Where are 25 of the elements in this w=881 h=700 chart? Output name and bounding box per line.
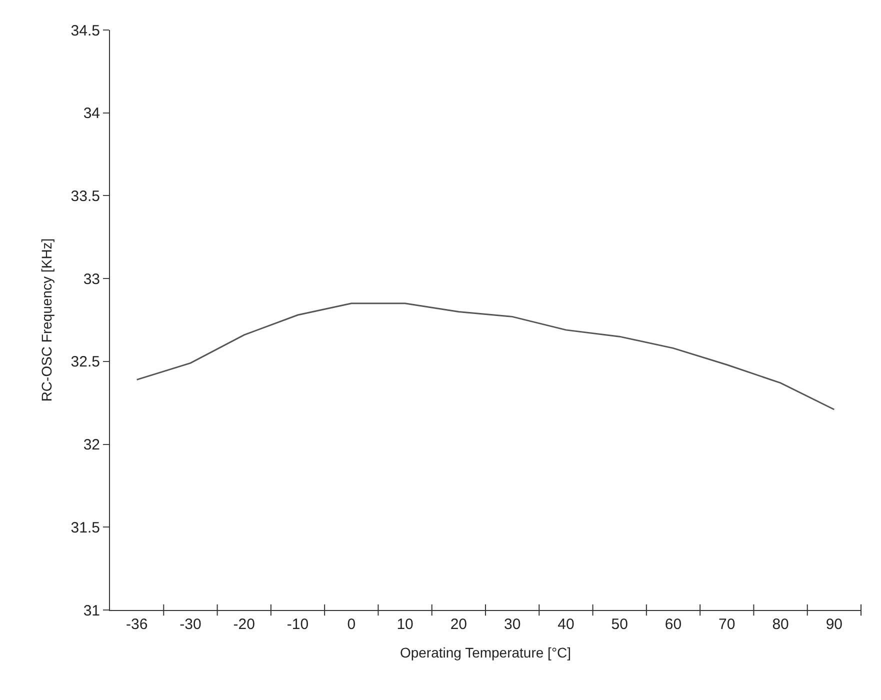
y-tick-label: 34.5 xyxy=(70,22,100,40)
y-tick-label: 32 xyxy=(83,436,100,454)
x-tick-label: 80 xyxy=(772,616,789,633)
x-tick-label: 30 xyxy=(504,616,521,633)
x-tick-label: -30 xyxy=(180,616,202,633)
y-axis-title: RC-OSC Frequency [KHz] xyxy=(38,238,54,402)
y-tick-label: 31 xyxy=(83,602,100,620)
x-tick-label: 0 xyxy=(347,616,356,633)
x-tick-label: 90 xyxy=(826,616,843,633)
line-series xyxy=(136,302,835,410)
x-tick-label: 20 xyxy=(450,616,468,633)
x-tick-label: 50 xyxy=(611,616,628,633)
x-tick-label: 10 xyxy=(396,616,414,633)
x-tick-label: -36 xyxy=(126,616,148,633)
x-tick-label: 60 xyxy=(664,616,682,633)
y-tick-label: 34 xyxy=(83,105,100,122)
y-tick-label: 31.5 xyxy=(70,519,100,536)
y-tick-label: 33 xyxy=(83,270,100,288)
x-axis-title: Operating Temperature [°C] xyxy=(400,644,572,660)
x-tick-label: 40 xyxy=(558,616,574,633)
x-tick-label: -20 xyxy=(233,616,255,633)
x-tick-label: -10 xyxy=(286,616,309,633)
y-tick-label: 33.5 xyxy=(70,188,100,205)
y-tick-label: 32.5 xyxy=(70,354,100,371)
x-tick-label: 70 xyxy=(718,616,736,633)
